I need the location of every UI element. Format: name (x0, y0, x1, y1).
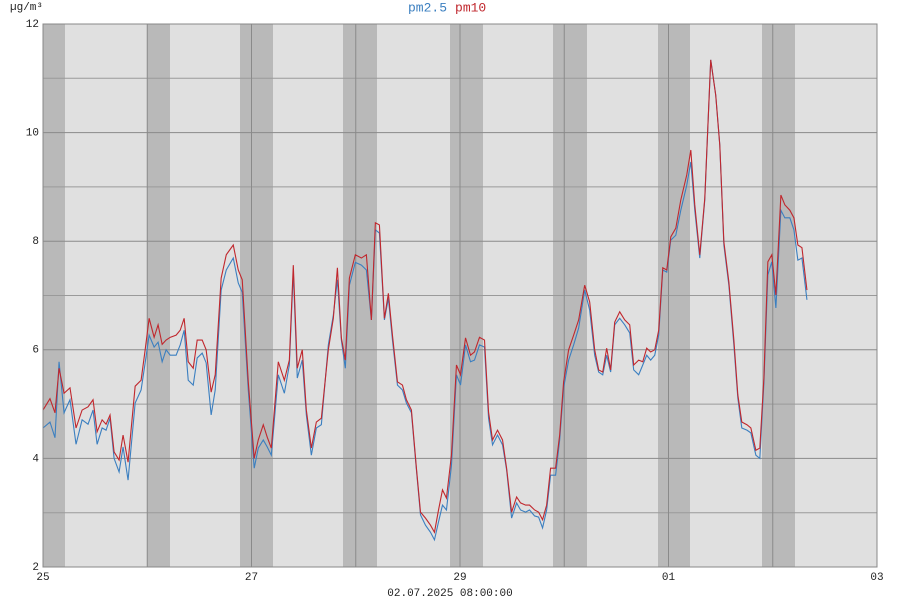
y-unit: µg/m³ (10, 2, 43, 14)
y-tick-label: 2 (32, 562, 39, 574)
legend-entry: pm10 (455, 0, 486, 15)
data-line (42, 59, 808, 542)
legend-entry: pm2.5 (408, 0, 447, 15)
x-tick-label: 29 (453, 572, 466, 584)
y-tick-label: 12 (26, 19, 39, 31)
x-tick-label: 03 (870, 572, 883, 584)
x-tick-label: 01 (662, 572, 676, 584)
data-line (42, 59, 808, 534)
footer: 02.07.2025 08:00:00 (387, 588, 512, 600)
y-tick-label: 10 (26, 128, 39, 140)
x-tick-label: 27 (245, 572, 258, 584)
x-tick-label: 25 (36, 572, 49, 584)
y-tick-label: 8 (32, 236, 39, 248)
plot-frame (42, 23, 878, 568)
y-tick-label: 6 (32, 345, 39, 357)
y-tick-label: 4 (32, 453, 39, 465)
